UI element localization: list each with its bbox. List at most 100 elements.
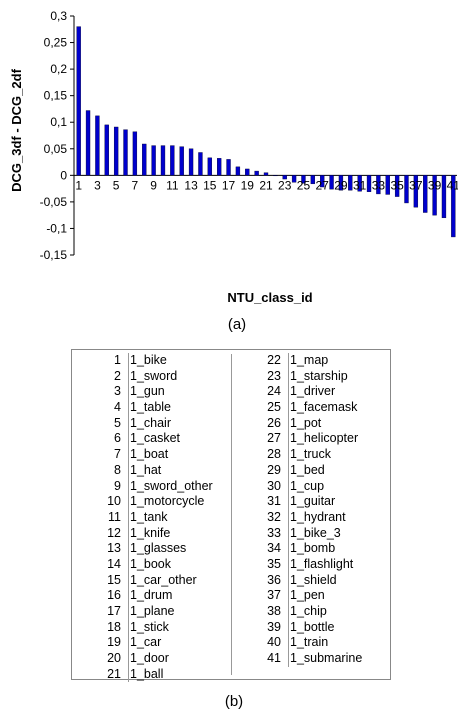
legend-class-name: 1_bike_3 xyxy=(288,525,341,542)
legend-class-name: 1_truck xyxy=(288,447,331,463)
legend-class-name: 1_gun xyxy=(128,384,165,401)
bar xyxy=(348,175,353,191)
x-tick-label: 9 xyxy=(150,178,157,192)
bar xyxy=(142,143,147,176)
legend-class-id: 35 xyxy=(267,556,281,571)
legend-class-name: 1_book xyxy=(128,556,172,573)
legend-class-name: 1_car_other xyxy=(128,572,197,589)
legend-class-id: 1 xyxy=(114,353,121,367)
x-tick-label: 3 xyxy=(94,178,101,192)
legend-class-id: 9 xyxy=(114,478,121,493)
legend-class-id: 19 xyxy=(107,635,121,650)
legend-class-id: 32 xyxy=(267,509,281,524)
x-tick-label: 5 xyxy=(113,178,120,192)
legend-class-name: 1_chip xyxy=(288,604,327,620)
bar xyxy=(451,175,456,238)
x-tick-label: 31 xyxy=(353,178,367,192)
legend-class-name: 1_facemask xyxy=(288,400,358,416)
legend-class-id: 37 xyxy=(267,588,281,603)
legend-class-name: 1_casket xyxy=(128,431,181,448)
legend-class-name: 1_tank xyxy=(128,509,168,526)
bar xyxy=(329,175,334,190)
bar xyxy=(291,175,297,183)
x-tick-label: 33 xyxy=(372,178,386,192)
legend-class-name: 1_motorcycle xyxy=(128,494,205,510)
legend-class-name: 1_flashlight xyxy=(288,556,354,573)
bar xyxy=(113,126,119,176)
bar xyxy=(338,175,344,191)
legend-class-id: 33 xyxy=(267,525,281,540)
bar xyxy=(441,175,447,219)
legend-class-id: 17 xyxy=(107,604,121,618)
bar xyxy=(385,175,390,195)
legend-class-id: 6 xyxy=(114,431,121,446)
legend-class-name: 1_sword xyxy=(128,368,178,385)
legend-class-id: 26 xyxy=(267,415,281,430)
x-tick-label: 15 xyxy=(203,178,217,192)
legend-class-id: 4 xyxy=(114,400,121,415)
legend-class-id: 16 xyxy=(107,588,121,603)
bar xyxy=(123,129,128,176)
legend-class-name: 1_cup xyxy=(288,478,325,495)
x-tick-label: 35 xyxy=(390,178,404,192)
bar xyxy=(198,152,203,176)
y-tick-label: 0,1 xyxy=(50,115,67,129)
legend-class-id: 12 xyxy=(107,525,121,540)
bar xyxy=(160,145,166,176)
legend-class-id: 11 xyxy=(108,509,121,524)
legend-class-name: 1_guitar xyxy=(288,494,336,510)
legend-class-id: 34 xyxy=(267,541,281,556)
bar xyxy=(207,157,212,176)
x-tick-label: 7 xyxy=(132,178,139,192)
x-tick-label: 11 xyxy=(166,178,179,192)
legend-class-name: 1_train xyxy=(288,635,329,652)
legend-class-id: 2 xyxy=(114,368,121,383)
bar xyxy=(282,175,287,180)
legend-class-name: 1_hydrant xyxy=(288,509,346,526)
bar xyxy=(235,166,241,176)
x-tick-label: 21 xyxy=(259,178,273,192)
legend-class-name: 1_boat xyxy=(128,447,169,463)
bar xyxy=(273,175,278,177)
x-tick-label: 1 xyxy=(75,178,82,192)
x-axis-title: NTU_class_id xyxy=(227,290,312,305)
legend-class-name: 1_submarine xyxy=(288,651,363,667)
bar xyxy=(217,158,222,176)
legend-class-id: 41 xyxy=(267,651,281,666)
legend-class-id: 13 xyxy=(107,541,121,556)
figure-caption-a: (a) xyxy=(227,316,247,333)
x-tick-label: 25 xyxy=(297,178,311,192)
legend-class-id: 14 xyxy=(107,556,121,571)
legend-class-id: 3 xyxy=(114,384,121,399)
legend-class-id: 29 xyxy=(267,462,281,477)
x-tick-label: 27 xyxy=(316,178,330,192)
class-legend-table: 1 1_bike 2 1_sword 3 1_gun 4 1_table 5 1_chair 6 1_… xyxy=(71,349,391,683)
x-tick-label: 17 xyxy=(222,178,236,192)
bar xyxy=(404,175,409,204)
bar xyxy=(413,175,419,208)
legend-class-name: 1_driver xyxy=(288,384,336,401)
bar xyxy=(301,175,306,184)
bar xyxy=(188,148,194,176)
legend-class-name: 1_knife xyxy=(128,525,171,542)
legend-class-name: 1_pen xyxy=(288,588,325,605)
legend-class-name: 1_bomb xyxy=(288,541,336,557)
bar xyxy=(76,26,81,176)
legend-class-id: 28 xyxy=(267,447,281,462)
legend-class-name: 1_shield xyxy=(288,572,337,589)
legend-class-name: 1_hat xyxy=(128,462,162,479)
y-tick-label: 0,3 xyxy=(50,9,67,23)
legend-class-id: 22 xyxy=(267,353,281,367)
legend-class-id: 20 xyxy=(107,651,121,666)
y-tick-label: -0,1 xyxy=(46,221,67,235)
legend-class-name: 1_pot xyxy=(288,415,322,432)
bar xyxy=(104,124,109,176)
legend-class-name: 1_table xyxy=(128,400,172,416)
bar xyxy=(366,175,372,192)
legend-class-id: 24 xyxy=(267,384,281,399)
legend-class-id: 5 xyxy=(114,415,121,430)
legend-class-name: 1_ball xyxy=(128,666,164,683)
bar xyxy=(394,175,400,197)
legend-column-divider xyxy=(231,354,232,675)
legend-class-id: 23 xyxy=(267,368,281,383)
